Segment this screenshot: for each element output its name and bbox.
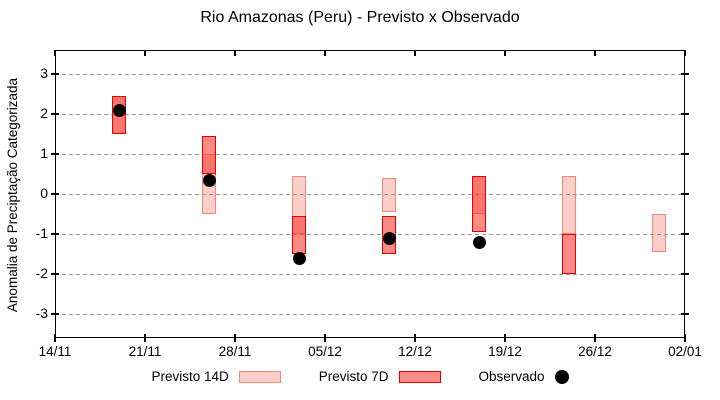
x-tick-mark [324, 334, 326, 342]
x-tick-label: 19/12 [488, 344, 522, 359]
y-tick-mark [681, 233, 689, 235]
y-tick-mark [681, 113, 689, 115]
y-gridline [55, 153, 685, 155]
y-tick-label: 2 [40, 105, 48, 121]
y-gridline [55, 313, 685, 315]
y-gridline [55, 273, 685, 275]
y-tick-mark [51, 113, 59, 115]
y-tick-label: -1 [35, 225, 48, 241]
y-tick-mark [681, 273, 689, 275]
legend: Previsto 14D Previsto 7D Observado [0, 369, 720, 384]
x-tick-mark [324, 50, 326, 56]
y-tick-label: 3 [40, 65, 48, 81]
previsto-14d-swatch-icon [238, 370, 281, 383]
y-tick-mark [51, 313, 59, 315]
legend-item-observado: Observado [479, 369, 569, 384]
x-tick-mark [414, 334, 416, 342]
observado-dot-icon [554, 369, 569, 384]
y-tick-label: -3 [35, 305, 48, 321]
y-tick-mark [681, 73, 689, 75]
y-tick-mark [681, 313, 689, 315]
observado-point [112, 103, 126, 117]
y-tick-label: 1 [40, 145, 48, 161]
x-tick-mark [504, 334, 506, 342]
y-gridline [55, 233, 685, 235]
legend-label-previsto-14d: Previsto 14D [151, 369, 229, 384]
chart-title: Rio Amazonas (Peru) - Previsto x Observa… [200, 9, 520, 26]
x-tick-mark [684, 50, 686, 56]
y-gridline [55, 113, 685, 115]
y-tick-mark [681, 193, 689, 195]
previsto-7d-bar [562, 234, 577, 274]
legend-item-previsto-14d: Previsto 14D [151, 369, 281, 384]
x-tick-mark [144, 50, 146, 56]
y-tick-label: 0 [40, 185, 48, 201]
x-tick-mark [594, 50, 596, 56]
observado-point [472, 235, 486, 249]
x-tick-mark [414, 50, 416, 56]
y-gridline [55, 193, 685, 195]
x-tick-label: 02/01 [668, 344, 702, 359]
y-tick-mark [51, 73, 59, 75]
previsto-14d-bar [382, 178, 397, 212]
observado-point [202, 173, 216, 187]
x-tick-mark [144, 334, 146, 342]
x-tick-mark [234, 50, 236, 56]
x-tick-label: 28/11 [218, 344, 252, 359]
x-tick-mark [594, 334, 596, 342]
x-tick-mark [54, 334, 56, 342]
previsto-14d-bar [652, 214, 667, 252]
plot-border [55, 50, 685, 338]
previsto-7d-bar [472, 176, 487, 232]
observado-point [382, 231, 396, 245]
x-tick-mark [684, 334, 686, 342]
x-tick-mark [504, 50, 506, 56]
y-gridline [55, 73, 685, 75]
observado-point [292, 251, 306, 265]
x-tick-label: 05/12 [308, 344, 342, 359]
x-tick-label: 21/11 [128, 344, 162, 359]
y-tick-mark [51, 273, 59, 275]
x-tick-mark [54, 50, 56, 56]
x-tick-label: 14/11 [38, 344, 72, 359]
legend-item-previsto-7d: Previsto 7D [319, 369, 441, 384]
x-tick-mark [234, 334, 236, 342]
legend-label-previsto-7d: Previsto 7D [318, 369, 389, 384]
previsto-7d-swatch-icon [398, 370, 441, 383]
previsto-14d-bar [562, 176, 577, 234]
x-tick-label: 12/12 [398, 344, 432, 359]
y-tick-label: -2 [35, 265, 48, 281]
y-tick-mark [681, 153, 689, 155]
y-tick-mark [51, 153, 59, 155]
x-tick-label: 26/12 [578, 344, 612, 359]
y-tick-mark [51, 233, 59, 235]
y-tick-mark [51, 193, 59, 195]
legend-label-observado: Observado [478, 369, 545, 384]
